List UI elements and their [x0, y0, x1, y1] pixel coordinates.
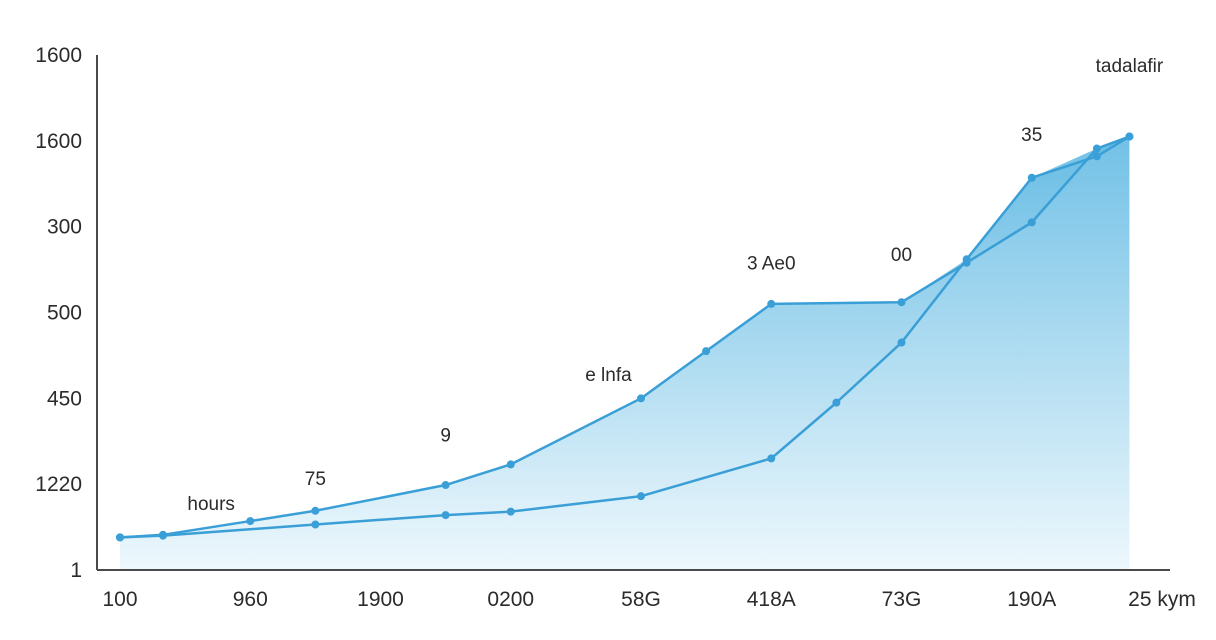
y-tick-label: 1600: [35, 44, 82, 67]
series-1-point: [1027, 173, 1036, 182]
series-1-point: [116, 533, 124, 542]
series-0-point: [767, 299, 776, 308]
y-tick-label: 1220: [35, 473, 82, 496]
series-1-point: [1092, 152, 1101, 161]
x-tick-label: 73G: [882, 588, 922, 611]
x-tick-label: 1900: [357, 588, 404, 611]
series-0-point: [311, 506, 320, 515]
area-between-series: [120, 136, 1130, 538]
x-tick-label: 25 kym: [1128, 588, 1196, 611]
series-0-point: [246, 517, 255, 526]
data-label: 9: [440, 425, 451, 446]
series-1-point: [962, 255, 971, 264]
series-1-point: [441, 511, 450, 520]
y-tick-label: 1: [70, 559, 82, 582]
series-1-point: [1125, 132, 1134, 141]
y-tick-label: 1600: [35, 130, 82, 153]
series-0-point: [506, 460, 515, 469]
series-1-point: [506, 507, 515, 516]
series-1-point: [311, 520, 320, 529]
series-0-point: [897, 298, 906, 307]
y-tick-label: 500: [47, 302, 82, 325]
data-label: 3 Ae0: [747, 254, 796, 275]
data-label: 35: [1021, 125, 1042, 146]
series-0-point: [702, 347, 711, 356]
series-1-point: [897, 338, 906, 347]
y-tick-label: 450: [47, 387, 82, 410]
x-tick-label: 0200: [487, 588, 534, 611]
data-label: 00: [891, 245, 912, 266]
series-0-point: [637, 394, 645, 403]
series-0-point: [1027, 218, 1036, 227]
data-label: e lnfa: [585, 365, 632, 386]
x-tick-label: 58G: [621, 588, 661, 611]
series-1-point: [158, 531, 167, 540]
series-0-point: [441, 481, 450, 490]
x-tick-label: 960: [233, 588, 268, 611]
x-tick-label: 190A: [1007, 588, 1056, 611]
series-0-line: [119, 135, 1130, 539]
series-1-point: [637, 492, 645, 501]
x-tick-label: 418A: [747, 588, 796, 611]
series-1-point: [832, 398, 841, 407]
y-tick-label: 300: [47, 216, 82, 239]
data-label: tadalafir: [1096, 56, 1164, 77]
area-fill: [120, 136, 1130, 570]
x-tick-label: 100: [102, 588, 137, 611]
series-1-point: [767, 454, 776, 463]
data-label: hours: [187, 494, 235, 515]
series-0-point: [1092, 144, 1101, 153]
data-label: 75: [305, 469, 326, 490]
